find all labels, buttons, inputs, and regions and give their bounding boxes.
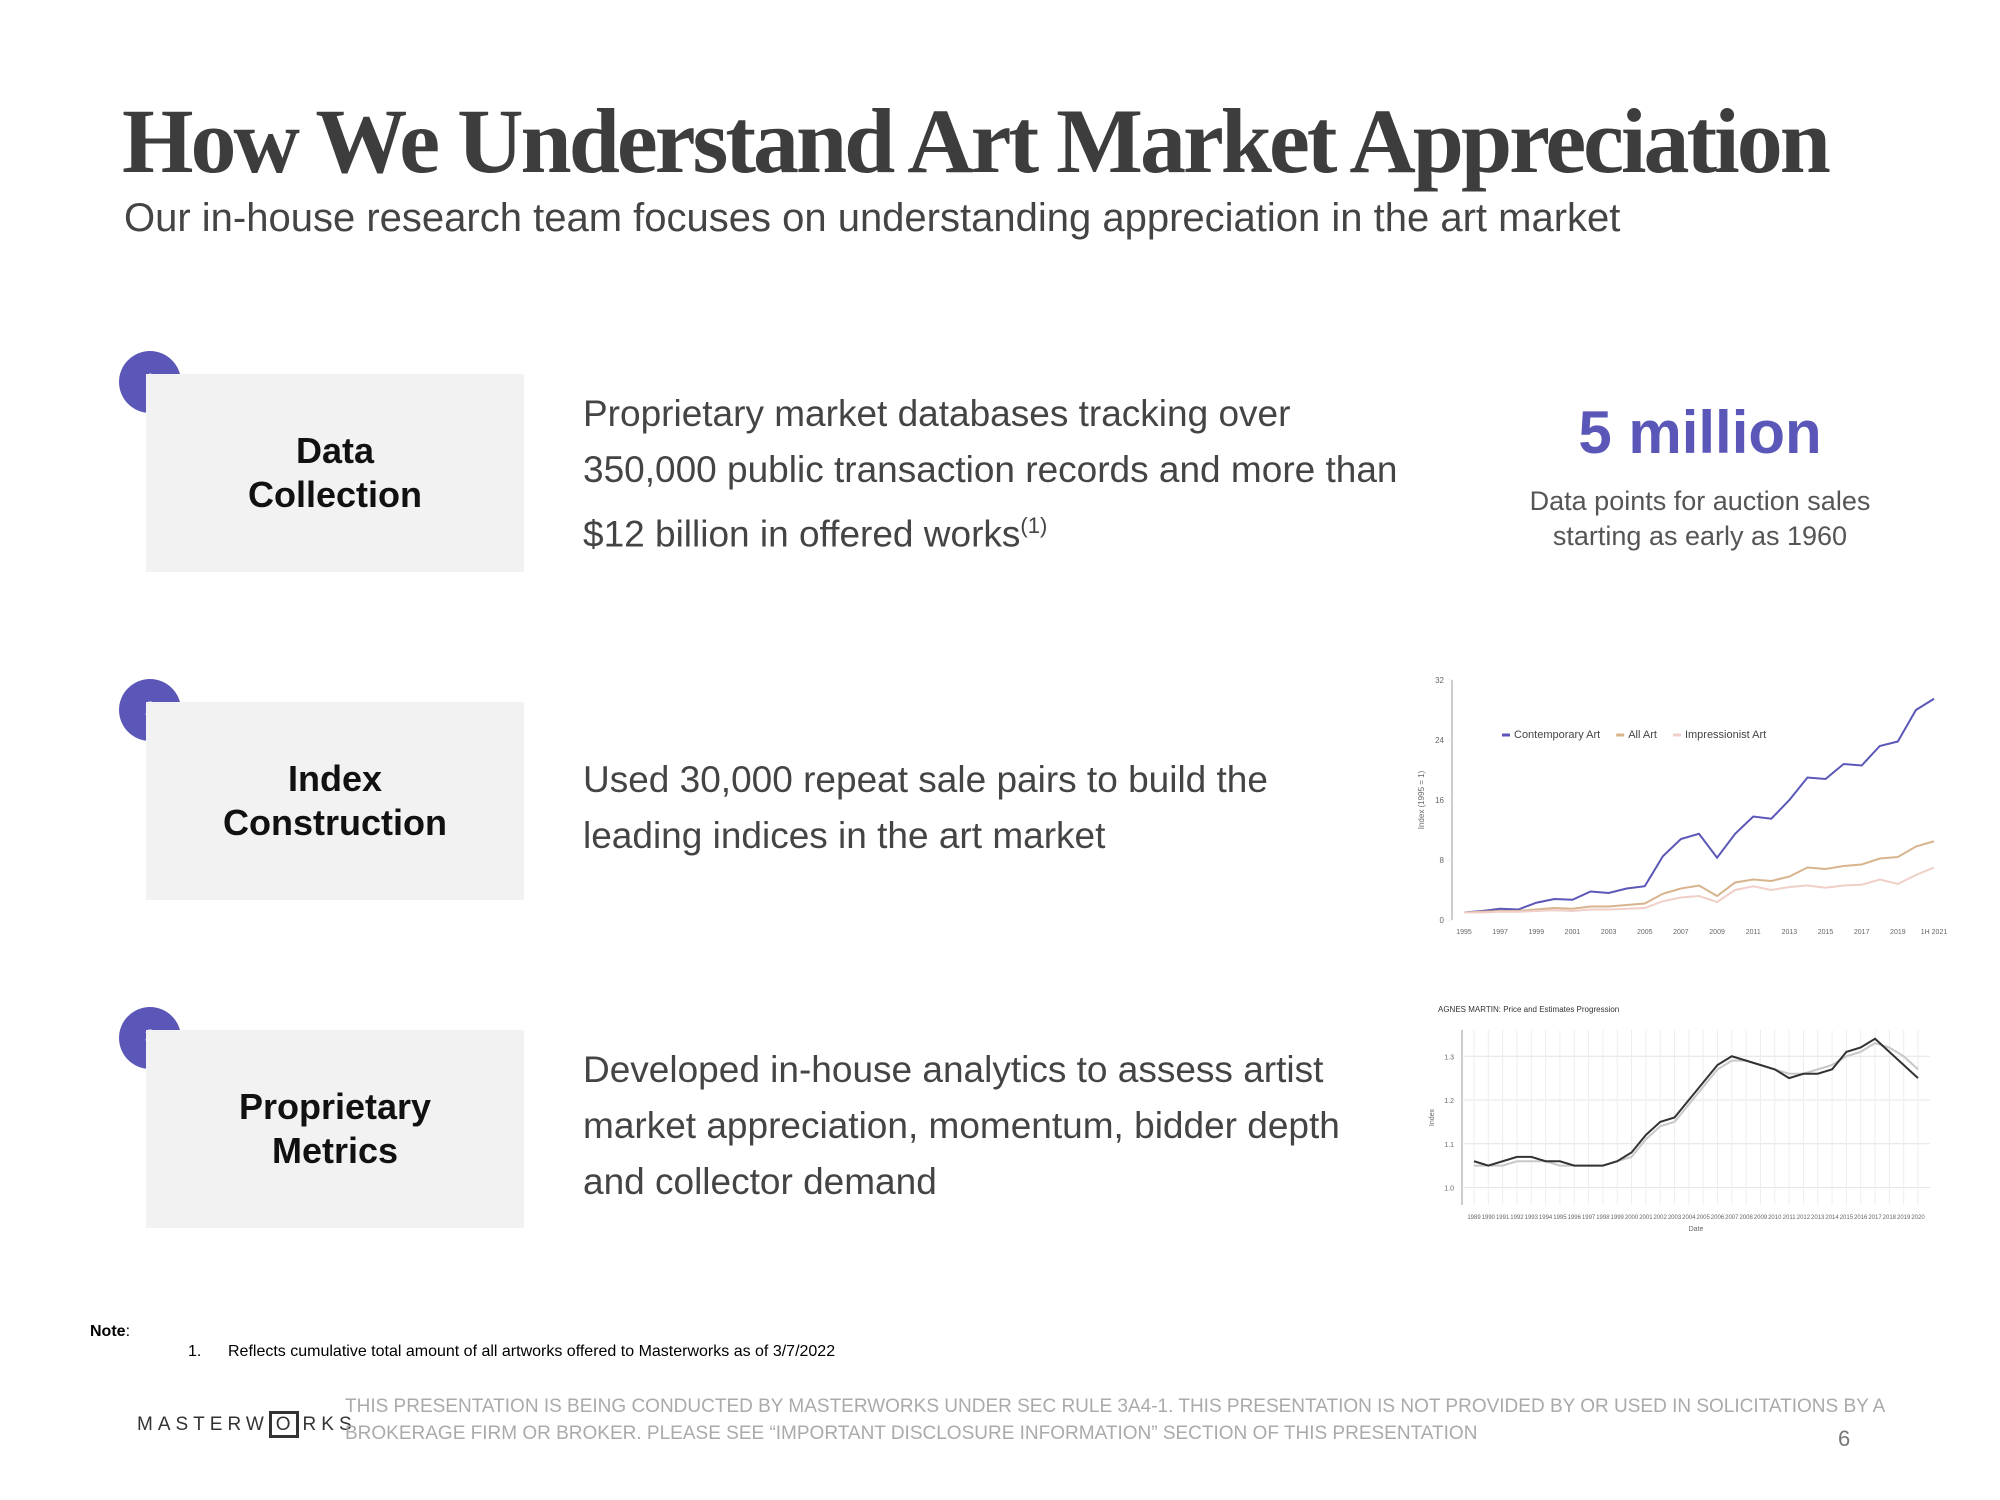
x-tick-label: 2020: [1911, 1215, 1925, 1221]
chart-title: AGNES MARTIN: Price and Estimates Progre…: [1438, 1005, 1619, 1014]
logo-text: O: [268, 1411, 299, 1438]
y-axis-label: Index (1995 = 1): [1417, 770, 1426, 829]
x-tick-label: 1995: [1553, 1215, 1567, 1221]
x-tick-label: 2013: [1811, 1215, 1825, 1221]
x-tick-label: 2014: [1825, 1215, 1839, 1221]
x-tick-label: 1998: [1596, 1215, 1610, 1221]
highlight-caption: Data points for auction sales starting a…: [1529, 486, 1871, 551]
y-tick-label: 0: [1440, 916, 1445, 925]
x-tick-label: 2002: [1654, 1215, 1668, 1221]
legend-label: Impressionist Art: [1685, 729, 1766, 741]
logo-text: MASTERW: [137, 1414, 269, 1435]
x-tick-label: 1991: [1496, 1215, 1510, 1221]
step-label: Index Construction: [146, 702, 524, 900]
series-line: [1473, 1037, 1919, 1167]
x-tick-label: 2017: [1868, 1215, 1882, 1221]
x-tick-label: 2012: [1797, 1215, 1811, 1221]
x-tick-label: 2011: [1746, 929, 1761, 936]
x-tick-label: 2019: [1890, 929, 1906, 936]
footnote-ref: (1): [1020, 513, 1048, 538]
x-tick-label: 1997: [1582, 1215, 1596, 1221]
x-tick-label: 1990: [1482, 1215, 1496, 1221]
x-tick-label: 2017: [1854, 929, 1870, 936]
x-tick-label: 1994: [1539, 1215, 1553, 1221]
y-axis-label: Index: [1429, 1108, 1436, 1126]
title: How We Understand Art Market Appreciatio…: [122, 90, 1831, 192]
x-tick-label: 2003: [1601, 929, 1617, 936]
x-tick-label: 2015: [1840, 1215, 1854, 1221]
highlight-value: 5 million: [1578, 399, 1822, 466]
series-line: [1463, 697, 1935, 914]
y-tick-label: 24: [1435, 736, 1444, 745]
step-text: Developed in-house analytics to assess a…: [583, 1049, 1340, 1202]
x-tick-label: 2004: [1682, 1215, 1696, 1221]
disclaimer: THIS PRESENTATION IS BEING CONDUCTED BY …: [345, 1396, 1885, 1444]
logo-text: RKS: [302, 1414, 357, 1435]
page-number: 6: [1838, 1426, 1851, 1451]
x-tick-label: 2007: [1673, 929, 1689, 936]
x-tick-label: 2006: [1711, 1215, 1725, 1221]
x-tick-label: 2008: [1739, 1215, 1753, 1221]
x-tick-label: 2018: [1883, 1215, 1897, 1221]
note-number: 1.: [188, 1343, 202, 1360]
x-tick-label: 2015: [1818, 929, 1834, 936]
note-text: Reflects cumulative total amount of all …: [228, 1343, 836, 1360]
subtitle: Our in-house research team focuses on un…: [124, 196, 1621, 240]
y-tick-label: 32: [1435, 676, 1444, 685]
x-tick-label: 2005: [1696, 1215, 1710, 1221]
step-text: Used 30,000 repeat sale pairs to build t…: [583, 759, 1268, 856]
x-tick-label: 2007: [1725, 1215, 1739, 1221]
x-tick-label: 1993: [1525, 1215, 1539, 1221]
step-label: Proprietary Metrics: [146, 1030, 524, 1228]
note-label: Note: [90, 1323, 126, 1340]
series-line: [1474, 1042, 1919, 1167]
step-label: Data Collection: [146, 374, 524, 572]
x-tick-label: 1989: [1467, 1215, 1481, 1221]
step-text: Proprietary market databases tracking ov…: [583, 386, 1433, 562]
x-tick-label: 2001: [1565, 929, 1581, 936]
y-tick-label: 16: [1435, 796, 1444, 805]
x-tick-label: 2009: [1754, 1215, 1768, 1221]
x-tick-label: 2000: [1625, 1215, 1639, 1221]
x-tick-label: 2013: [1782, 929, 1798, 936]
legend-label: Contemporary Art: [1514, 729, 1600, 741]
x-tick-label: 2001: [1639, 1215, 1653, 1221]
y-tick-label: 1.1: [1444, 1142, 1454, 1149]
x-tick-label: 1992: [1510, 1215, 1524, 1221]
series-line: [1464, 866, 1935, 914]
y-tick-label: 1.2: [1444, 1098, 1454, 1105]
x-tick-label: 2011: [1783, 1215, 1797, 1221]
logo: MASTERW O RKS: [137, 1411, 357, 1438]
x-tick-label: 2010: [1768, 1215, 1782, 1221]
x-tick-label: 1999: [1529, 929, 1545, 936]
legend-label: All Art: [1628, 729, 1657, 741]
x-tick-label: 1997: [1492, 929, 1508, 936]
step-text: Proprietary market databases tracking ov…: [583, 393, 1398, 555]
y-tick-label: 1.3: [1444, 1054, 1454, 1061]
x-tick-label: 2003: [1668, 1215, 1682, 1221]
series-line: [1463, 840, 1935, 914]
x-tick-label: 1H 2021: [1921, 929, 1948, 936]
x-tick-label: 2016: [1854, 1215, 1868, 1221]
x-axis-label: Date: [1689, 1226, 1704, 1233]
x-tick-label: 1999: [1611, 1215, 1625, 1221]
x-tick-label: 1996: [1568, 1215, 1582, 1221]
x-tick-label: 2019: [1897, 1215, 1911, 1221]
x-tick-label: 2005: [1637, 929, 1653, 936]
x-tick-label: 1995: [1456, 929, 1472, 936]
x-tick-label: 2009: [1709, 929, 1725, 936]
y-tick-label: 1.0: [1444, 1186, 1454, 1193]
y-tick-label: 8: [1440, 856, 1445, 865]
